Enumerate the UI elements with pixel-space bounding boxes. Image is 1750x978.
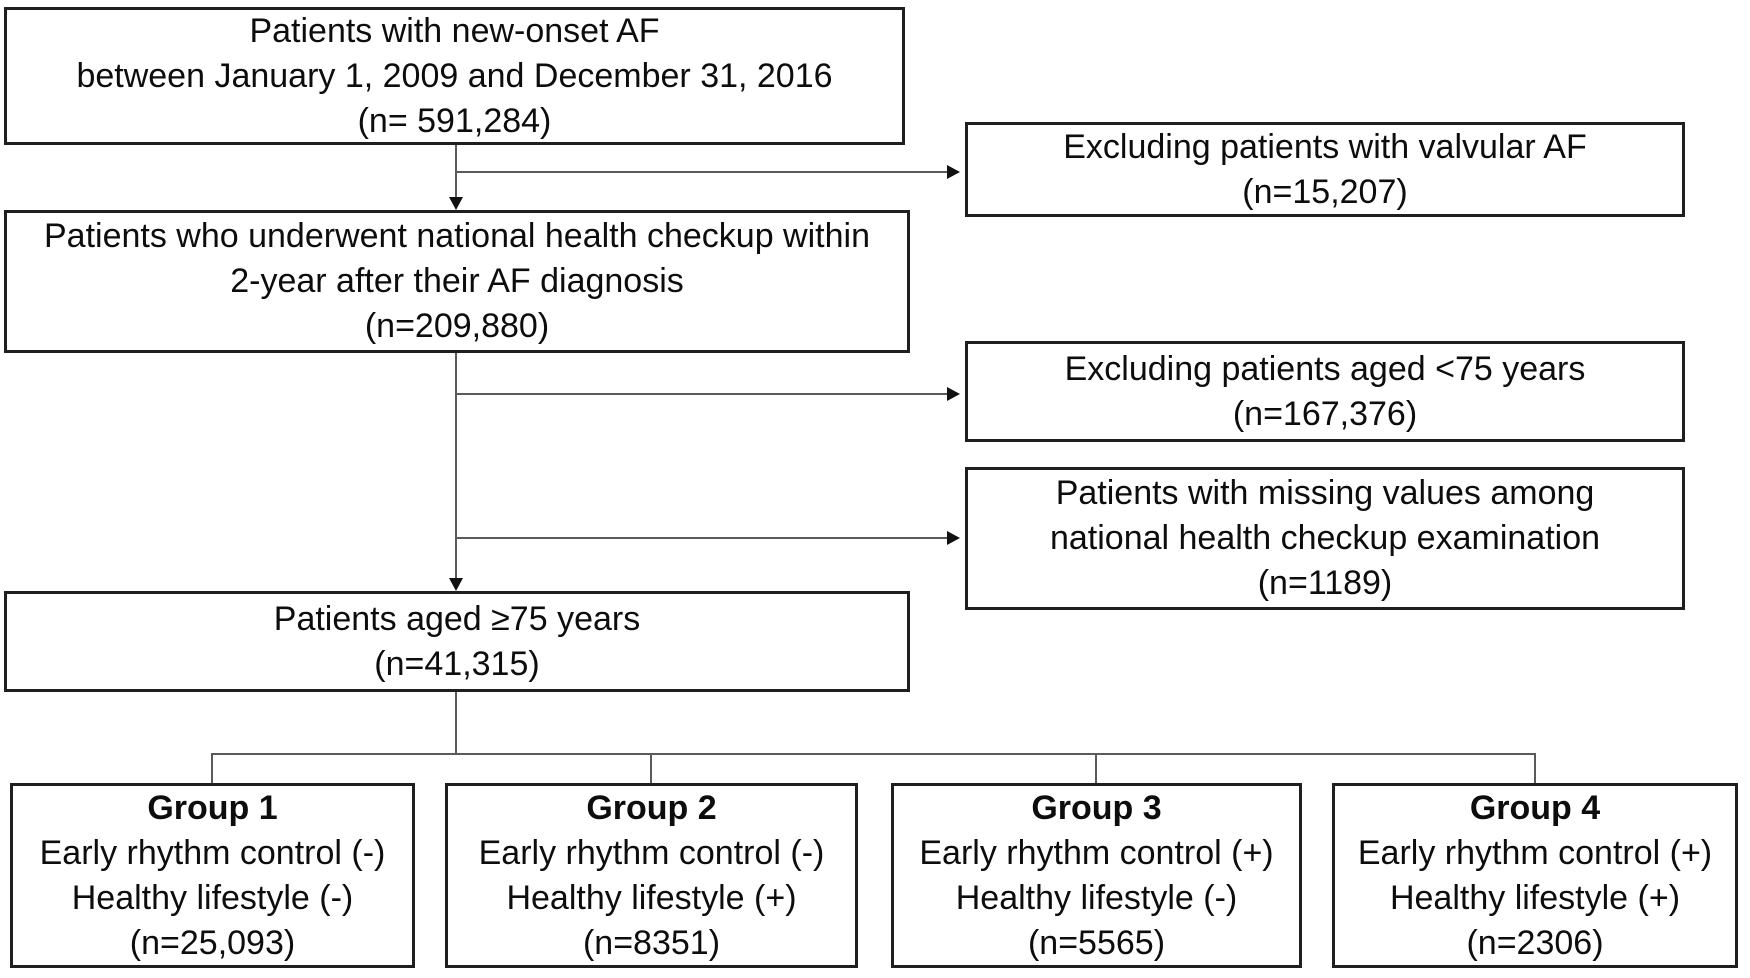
box-count: (n=5565) — [1027, 923, 1166, 962]
box-text-line: Early rhythm control (-) — [478, 833, 825, 872]
connector-main-2-to-3 — [455, 353, 457, 581]
arrowhead-down-icon — [449, 578, 463, 591]
connector-stub-group-2 — [650, 753, 652, 783]
box-group-4: Group 4 Early rhythm control (+) Healthy… — [1332, 783, 1738, 968]
connector-to-exclusion-3 — [455, 537, 947, 539]
box-health-checkup: Patients who underwent national health c… — [4, 210, 910, 353]
box-group-1: Group 1 Early rhythm control (-) Healthy… — [10, 783, 415, 968]
box-text-line: Excluding patients aged <75 years — [1064, 349, 1586, 388]
box-text-line: Healthy lifestyle (+) — [1389, 878, 1681, 917]
connector-main-3-to-groups — [455, 692, 457, 755]
box-text-line: Healthy lifestyle (+) — [506, 878, 797, 917]
box-text-line: Excluding patients with valvular AF — [1063, 127, 1587, 166]
box-count: (n=2306) — [1466, 923, 1604, 962]
box-text-line: Early rhythm control (+) — [919, 833, 1274, 872]
arrowhead-right-icon — [947, 165, 960, 179]
connector-to-exclusion-1 — [455, 171, 947, 173]
box-exclusion-aged-under-75: Excluding patients aged <75 years (n=167… — [965, 341, 1685, 442]
group-title: Group 3 — [1031, 788, 1162, 827]
box-text-line: Healthy lifestyle (-) — [955, 878, 1238, 917]
arrowhead-right-icon — [947, 531, 960, 545]
box-group-3: Group 3 Early rhythm control (+) Healthy… — [891, 783, 1302, 968]
box-count: (n=209,880) — [364, 307, 550, 345]
arrowhead-down-icon — [449, 197, 463, 210]
box-new-onset-af: Patients with new-onset AF between Janua… — [4, 7, 905, 145]
box-exclusion-missing-values: Patients with missing values among natio… — [965, 467, 1685, 610]
box-text-line: Early rhythm control (-) — [39, 833, 386, 872]
box-text-line: Healthy lifestyle (-) — [71, 878, 354, 917]
group-title: Group 4 — [1469, 788, 1601, 827]
box-count: (n= 591,284) — [357, 101, 552, 140]
box-text-line: Early rhythm control (+) — [1357, 833, 1713, 872]
box-aged-75-years: Patients aged ≥75 years (n=41,315) — [4, 591, 910, 692]
arrowhead-right-icon — [947, 387, 960, 401]
box-text-line: national health checkup examination — [1049, 519, 1601, 557]
box-count: (n=167,376) — [1232, 394, 1418, 433]
box-text-line: Patients who underwent national health c… — [44, 217, 870, 255]
box-group-2: Group 2 Early rhythm control (-) Healthy… — [445, 783, 858, 968]
box-text-line: Patients aged ≥75 years — [273, 599, 641, 638]
box-count: (n=41,315) — [374, 644, 540, 683]
box-count: (n=15,207) — [1242, 172, 1408, 211]
box-text-line: between January 1, 2009 and December 31,… — [76, 56, 833, 95]
connector-stub-group-4 — [1534, 753, 1536, 783]
group-title: Group 2 — [586, 788, 717, 827]
box-count: (n=8351) — [582, 923, 721, 962]
box-text-line: Patients with new-onset AF — [249, 11, 660, 50]
box-count: (n=1189) — [1257, 564, 1393, 602]
box-exclusion-valvular-af: Excluding patients with valvular AF (n=1… — [965, 122, 1685, 217]
group-title: Group 1 — [147, 788, 278, 827]
box-text-line: Patients with missing values among — [1055, 474, 1595, 512]
connector-stub-group-3 — [1095, 753, 1097, 783]
box-count: (n=25,093) — [129, 923, 296, 962]
connector-to-exclusion-2 — [455, 393, 947, 395]
box-text-line: 2-year after their AF diagnosis — [230, 262, 684, 300]
connector-stub-group-1 — [211, 753, 213, 783]
connector-group-distribution — [211, 753, 1536, 755]
